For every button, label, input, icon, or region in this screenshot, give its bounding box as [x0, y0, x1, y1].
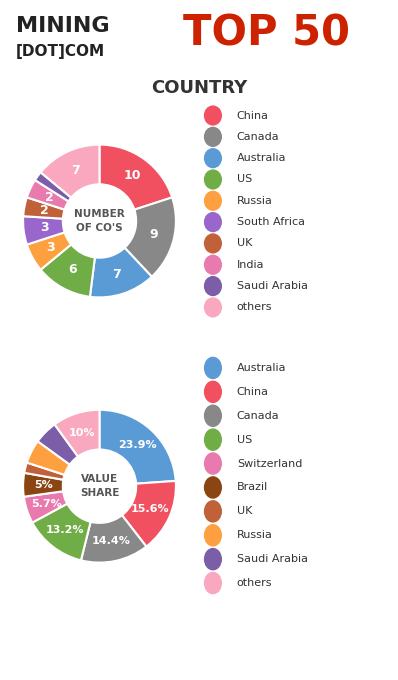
Wedge shape [27, 441, 70, 475]
Text: US: US [237, 435, 252, 445]
Text: 10%: 10% [69, 428, 96, 438]
Text: Saudi Arabia: Saudi Arabia [237, 554, 308, 564]
Text: Brazil: Brazil [237, 482, 268, 492]
Circle shape [205, 358, 221, 379]
Text: 3: 3 [46, 241, 55, 254]
Text: 7: 7 [71, 164, 80, 177]
Wedge shape [23, 216, 64, 245]
Text: Saudi Arabia: Saudi Arabia [237, 281, 308, 291]
Circle shape [205, 106, 221, 125]
Circle shape [205, 234, 221, 253]
Wedge shape [125, 197, 176, 277]
Wedge shape [23, 473, 63, 496]
Text: Russia: Russia [237, 530, 273, 541]
Text: TOP 50: TOP 50 [183, 13, 350, 55]
Text: 2: 2 [45, 191, 53, 204]
Text: NUMBER
OF CO'S: NUMBER OF CO'S [74, 209, 125, 233]
Text: South Africa: South Africa [237, 217, 305, 227]
Text: VALUE
SHARE: VALUE SHARE [80, 474, 119, 498]
Text: UK: UK [237, 507, 252, 516]
Circle shape [205, 573, 221, 594]
Circle shape [205, 255, 221, 274]
Text: 5%: 5% [34, 480, 53, 490]
Text: Canada: Canada [237, 132, 279, 142]
Text: 9: 9 [149, 228, 158, 241]
Text: UK: UK [237, 239, 252, 248]
Circle shape [205, 298, 221, 317]
Circle shape [205, 549, 221, 570]
Wedge shape [100, 410, 176, 483]
Text: China: China [237, 111, 269, 120]
Text: [DOT]COM: [DOT]COM [16, 44, 105, 59]
Wedge shape [41, 145, 100, 198]
Wedge shape [41, 244, 95, 296]
Circle shape [205, 429, 221, 450]
Text: 2: 2 [40, 204, 49, 217]
Circle shape [205, 191, 221, 210]
Circle shape [205, 500, 221, 522]
Circle shape [205, 149, 221, 167]
Text: 15.6%: 15.6% [131, 504, 170, 514]
Text: Australia: Australia [237, 363, 286, 373]
Text: 10: 10 [123, 169, 141, 182]
Wedge shape [81, 515, 146, 562]
Text: others: others [237, 303, 272, 312]
Text: Canada: Canada [237, 411, 279, 421]
Wedge shape [27, 180, 68, 209]
Text: COUNTRY: COUNTRY [151, 80, 247, 97]
Text: 5.7%: 5.7% [31, 498, 62, 509]
Wedge shape [27, 233, 71, 270]
Text: others: others [237, 578, 272, 588]
Text: 13.2%: 13.2% [46, 525, 84, 535]
Circle shape [205, 213, 221, 232]
Text: 3: 3 [40, 222, 49, 235]
Text: MINING: MINING [16, 16, 109, 36]
Wedge shape [23, 197, 64, 219]
Circle shape [205, 525, 221, 546]
Text: US: US [237, 175, 252, 184]
Text: China: China [237, 387, 269, 397]
Wedge shape [24, 491, 67, 523]
Text: India: India [237, 260, 264, 270]
Wedge shape [24, 462, 64, 480]
Circle shape [205, 381, 221, 403]
Wedge shape [35, 172, 71, 201]
Wedge shape [32, 504, 91, 560]
Text: Russia: Russia [237, 196, 273, 206]
Wedge shape [90, 248, 152, 297]
Circle shape [205, 170, 221, 189]
Text: 7: 7 [112, 267, 121, 281]
Circle shape [205, 477, 221, 498]
Wedge shape [38, 424, 78, 464]
Text: Switzerland: Switzerland [237, 458, 302, 469]
Circle shape [205, 405, 221, 426]
Text: Australia: Australia [237, 153, 286, 163]
Wedge shape [100, 145, 172, 209]
Text: 14.4%: 14.4% [92, 536, 131, 546]
Wedge shape [122, 481, 176, 547]
Wedge shape [55, 410, 100, 456]
Circle shape [205, 453, 221, 474]
Text: 23.9%: 23.9% [118, 441, 157, 450]
Circle shape [205, 127, 221, 146]
Circle shape [205, 277, 221, 296]
Text: 6: 6 [68, 263, 77, 276]
